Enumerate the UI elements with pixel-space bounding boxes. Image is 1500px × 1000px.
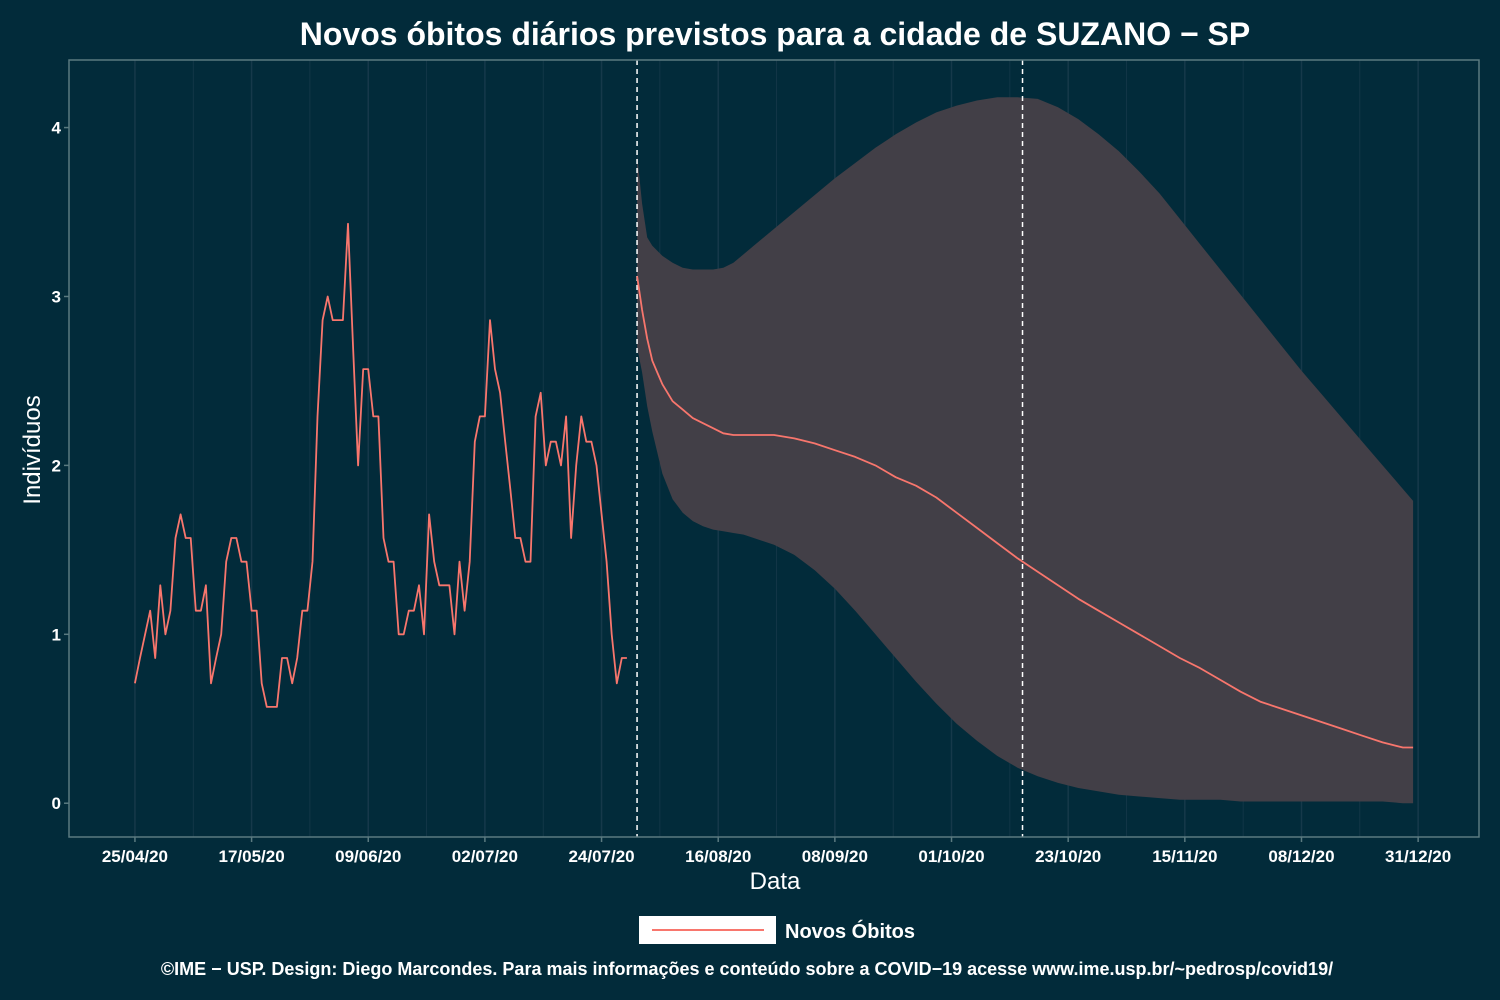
x-tick-label: 25/04/20 (102, 847, 168, 866)
reference-lines (636, 60, 1024, 837)
x-tick-label: 17/05/20 (218, 847, 284, 866)
footer-credit: ©IME − USP. Design: Diego Marcondes. Par… (161, 959, 1333, 979)
x-tick-label: 24/07/20 (568, 847, 634, 866)
y-tick-label: 2 (52, 456, 61, 475)
x-tick-label: 23/10/20 (1035, 847, 1101, 866)
x-axis-title: Data (750, 868, 801, 895)
y-tick-label: 3 (52, 287, 61, 306)
x-tick-label: 02/07/20 (452, 847, 518, 866)
x-tick-label: 08/12/20 (1268, 847, 1334, 866)
y-tick-label: 4 (52, 119, 62, 138)
forecast-series-line (636, 276, 1414, 749)
x-tick-label: 31/12/20 (1385, 847, 1451, 866)
chart-title: Novos óbitos diários previstos para a ci… (300, 16, 1250, 52)
legend: Novos Óbitos (639, 916, 915, 944)
plot-frame (68, 59, 1480, 838)
x-tick-label: 09/06/20 (335, 847, 401, 866)
y-tick-label: 0 (52, 794, 61, 813)
x-tick-label: 16/08/20 (685, 847, 751, 866)
y-axis-title: Indivíduos (19, 395, 46, 504)
x-tick-label: 15/11/20 (1152, 847, 1217, 866)
y-axis: 0 1 2 3 4 (52, 119, 69, 813)
prediction-band-layer (637, 97, 1414, 804)
x-tick-label: 01/10/20 (918, 847, 984, 866)
legend-label: Novos Óbitos (785, 919, 915, 943)
observed-series-line (134, 222, 627, 708)
x-tick-label: 08/09/20 (802, 847, 868, 866)
series-lines (134, 222, 1414, 749)
y-tick-label: 1 (52, 625, 61, 644)
prediction-band (637, 97, 1414, 804)
x-axis: 25/04/20 17/05/20 09/06/20 02/07/20 24/07/20… (102, 837, 1451, 866)
